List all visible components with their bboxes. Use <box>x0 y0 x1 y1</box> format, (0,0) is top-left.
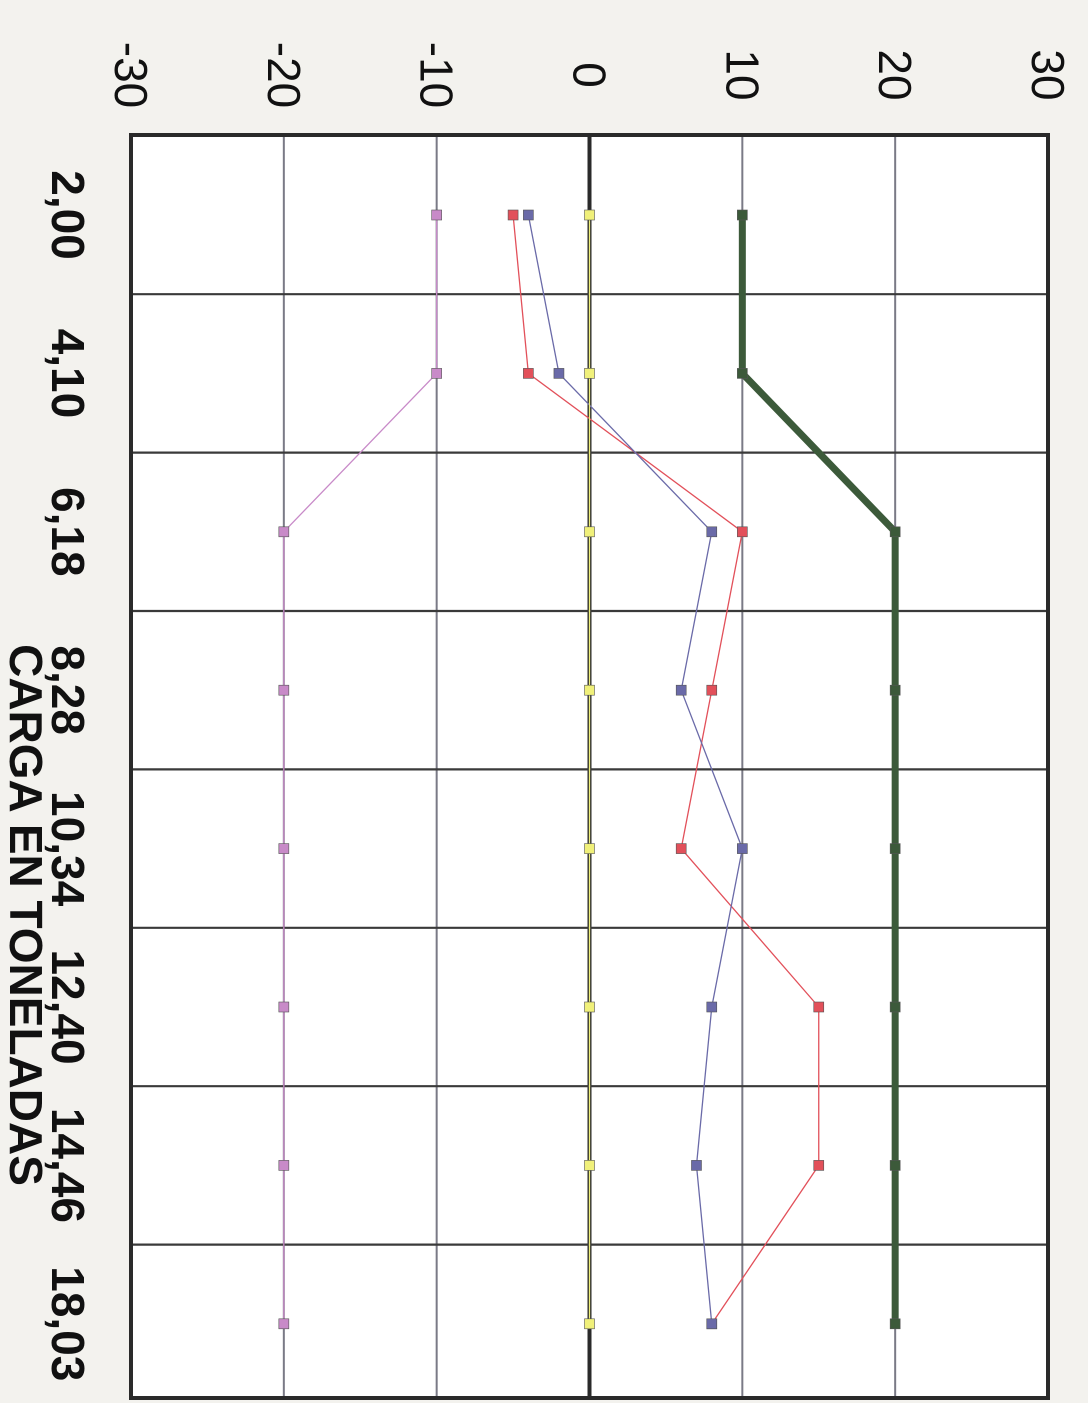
plot-frame <box>129 133 1050 1400</box>
data-point <box>431 368 442 379</box>
data-point <box>278 843 290 854</box>
data-point <box>706 1318 718 1330</box>
data-point <box>813 1160 825 1171</box>
data-point <box>278 1001 290 1013</box>
data-point <box>706 526 718 538</box>
category-tick-label: 6,18 <box>42 487 94 577</box>
data-point <box>737 526 748 538</box>
value-tick-label: -20 <box>258 42 310 108</box>
x-axis-title: CARGA EN TONELADAS <box>0 644 52 1186</box>
series-4 <box>584 209 595 1330</box>
category-tick-label: 2,00 <box>42 170 94 260</box>
data-point <box>675 843 687 854</box>
data-point <box>889 1001 901 1013</box>
data-point <box>889 1318 901 1330</box>
data-point <box>584 1318 595 1330</box>
data-point <box>584 843 595 854</box>
value-tick-label: 10 <box>716 49 768 100</box>
data-point <box>584 526 595 538</box>
series-5-line <box>283 215 438 1324</box>
value-tick-label: 30 <box>1022 49 1074 100</box>
data-point <box>584 1001 595 1013</box>
data-point <box>278 1160 290 1171</box>
series-2 <box>507 209 825 1330</box>
data-point <box>584 1160 595 1171</box>
series-1-line <box>738 215 899 1324</box>
data-point <box>706 684 718 696</box>
data-point <box>675 684 687 696</box>
data-point <box>737 843 748 854</box>
data-point <box>889 526 901 538</box>
category-tick-labels: 2,00 4,10 6,18 8,28 10,34 12,40 14,46 18,03 <box>42 170 94 1381</box>
data-point <box>278 1318 290 1330</box>
data-point <box>584 368 595 379</box>
data-point <box>889 843 901 854</box>
data-point <box>523 209 534 221</box>
series-3 <box>523 209 748 1330</box>
data-point <box>507 209 519 221</box>
category-tick-label: 8,28 <box>42 645 94 735</box>
series-2-line <box>512 214 820 1325</box>
data-point <box>523 368 534 379</box>
data-point <box>691 1160 702 1171</box>
series-3-line <box>527 214 743 1324</box>
category-tick-label: 10,34 <box>42 791 94 907</box>
data-point <box>889 1160 901 1171</box>
category-tick-label: 14,46 <box>42 1108 94 1223</box>
data-point <box>813 1001 825 1013</box>
value-tick-label: -10 <box>411 42 463 108</box>
category-tick-label: 18,03 <box>42 1266 94 1381</box>
value-tick-labels: -30 -20 -10 0 10 20 30 <box>105 42 1074 108</box>
value-tick-label: 0 <box>564 62 616 88</box>
category-tick-label: 12,40 <box>42 949 94 1064</box>
data-point <box>889 684 901 696</box>
data-point <box>431 209 442 221</box>
data-point <box>278 684 290 696</box>
category-tick-label: 4,10 <box>42 329 94 419</box>
series-5 <box>278 209 442 1330</box>
data-point <box>584 684 595 696</box>
data-point <box>278 526 290 538</box>
value-tick-label: -30 <box>105 42 157 108</box>
series-1 <box>737 209 901 1330</box>
data-point <box>584 209 595 221</box>
data-point <box>706 1001 718 1013</box>
data-point <box>553 368 565 379</box>
series-layer <box>278 209 901 1330</box>
data-point <box>737 209 748 221</box>
value-tick-label: 20 <box>869 49 921 100</box>
data-point <box>737 368 748 379</box>
